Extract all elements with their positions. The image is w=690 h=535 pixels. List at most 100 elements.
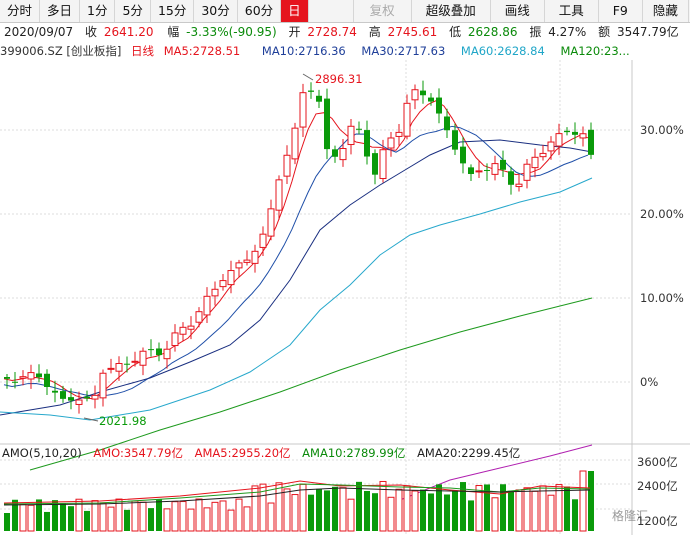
candle-body: [115, 363, 123, 372]
volume-bar: [243, 506, 251, 532]
candle-body: [131, 360, 139, 363]
toolbar: 分时 多日 1分 5分 15分 30分 60分 日 复权 超级叠加 画线 工具 …: [0, 0, 690, 23]
candle-body: [395, 131, 403, 137]
volume-bar: [60, 503, 66, 531]
candle-body: [84, 396, 90, 399]
candle-body: [515, 183, 523, 188]
candle-body: [316, 95, 322, 102]
tab-daily[interactable]: 日: [281, 0, 309, 22]
volume-bar: [372, 493, 378, 531]
ma30-line: [0, 139, 593, 416]
tab-5min[interactable]: 5分: [115, 0, 151, 22]
toolbar-spacer: [309, 0, 354, 22]
candle-body: [572, 131, 578, 135]
volume-bar: [364, 490, 370, 531]
low-price-label: 2021.98: [99, 414, 147, 428]
volume-bar: [411, 490, 419, 532]
ama5-value: AMA5:2955.20亿: [194, 446, 291, 460]
candle-body: [283, 154, 291, 177]
quote-info-row: 2020/09/07 收 2641.20 幅 -3.33%(-90.95) 开 …: [0, 23, 690, 42]
candle-body: [420, 90, 426, 96]
volume-bar: [460, 482, 466, 531]
ama10-line: [3, 483, 591, 505]
ma60-label: MA60:2628.84: [460, 44, 545, 58]
volume-bar: [115, 498, 123, 532]
overlay-button[interactable]: 超级叠加: [412, 0, 491, 22]
tab-1min[interactable]: 1分: [80, 0, 116, 22]
low-marker-line: [83, 417, 99, 422]
volume-bar: [91, 500, 99, 532]
candle-body: [379, 149, 387, 180]
volume-bar: [84, 510, 90, 531]
volume-bar: [508, 490, 514, 531]
volume-bar: [539, 485, 547, 532]
pct-tick-20: 20.00%: [640, 207, 684, 221]
candle-body: [259, 233, 267, 248]
f9-button[interactable]: F9: [599, 0, 643, 22]
candle-body: [484, 169, 490, 171]
adjust-button[interactable]: 复权: [354, 0, 412, 22]
volume-bar: [259, 483, 267, 532]
volume-bar: [484, 484, 490, 531]
volume-bar: [235, 498, 243, 532]
volume-bar: [52, 500, 58, 531]
volume-bar: [36, 499, 42, 531]
high-marker-line: [302, 73, 314, 81]
volume-bar: [291, 494, 299, 532]
ma30-label: MA30:2717.63: [361, 44, 446, 58]
candle-body: [347, 125, 355, 146]
volume-bar: [452, 490, 458, 531]
volume-bar: [211, 501, 219, 532]
tab-60min[interactable]: 60分: [238, 0, 282, 22]
candle-body: [68, 397, 74, 401]
candle-body: [163, 348, 171, 360]
open-label: 开: [288, 25, 301, 39]
tools-button[interactable]: 工具: [545, 0, 599, 22]
volume-bar: [75, 498, 83, 532]
candle-body: [564, 130, 570, 133]
candle-body: [324, 98, 330, 150]
volume-bar: [4, 513, 10, 531]
vol-tick-3600: 3600亿: [637, 455, 678, 469]
close-label: 收: [85, 25, 98, 39]
swing-label: 振: [529, 25, 542, 39]
change-label: 幅: [167, 25, 180, 39]
candle-body: [372, 153, 378, 175]
candle-body: [555, 133, 563, 147]
amount-label: 额: [598, 25, 611, 39]
volume-bar: [299, 483, 307, 532]
candle-body: [444, 116, 450, 131]
candle-body: [60, 391, 66, 399]
candle-body: [539, 152, 547, 158]
candle-body: [475, 170, 483, 173]
ma120-line: [29, 297, 593, 471]
tab-15min[interactable]: 15分: [151, 0, 195, 22]
candle-body: [468, 167, 474, 174]
amo-value: AMO:3547.79亿: [93, 446, 183, 460]
candle-body: [36, 373, 42, 378]
change-value: -3.33%(-90.95): [186, 25, 277, 39]
volume-bar: [107, 506, 115, 532]
tab-intraday[interactable]: 分时: [0, 0, 41, 22]
pct-tick-30: 30.00%: [640, 123, 684, 137]
volume-bar: [428, 493, 434, 531]
volume-bar: [475, 485, 483, 532]
ma120-label: MA120:23...: [560, 44, 630, 58]
hide-button[interactable]: 隐藏: [643, 0, 689, 22]
candle-body: [588, 129, 594, 155]
draw-line-button[interactable]: 画线: [491, 0, 545, 22]
volume-bar: [267, 502, 275, 532]
volume-bar: [68, 506, 74, 531]
candle-body: [52, 390, 58, 393]
volume-bar: [99, 502, 107, 532]
volume-bar: [339, 487, 347, 532]
quote-date: 2020/09/07: [4, 25, 74, 39]
volume-bar: [436, 484, 442, 531]
tab-multi-day[interactable]: 多日: [40, 0, 81, 22]
candle-body: [299, 92, 307, 128]
candle-body: [203, 295, 211, 316]
volume-bar: [491, 497, 499, 532]
candle-body: [531, 156, 539, 169]
tab-30min[interactable]: 30分: [194, 0, 238, 22]
kline-chart[interactable]: 2896.31 2021.98 格隆汇: [0, 60, 690, 535]
